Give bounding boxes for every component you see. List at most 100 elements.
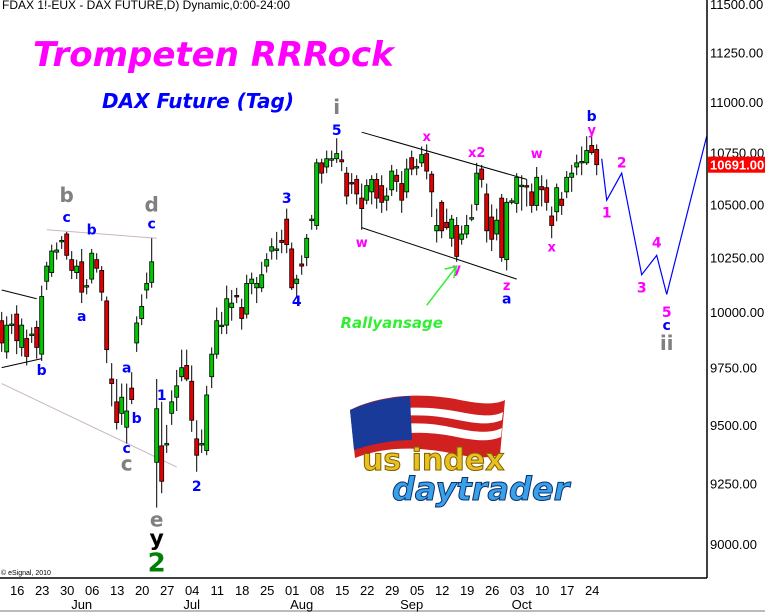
candle [279, 229, 285, 254]
candle-body [284, 218, 290, 246]
candle-body [514, 176, 520, 204]
candle [529, 183, 535, 213]
wave-label: c [121, 451, 133, 475]
candle [494, 208, 500, 241]
candle [49, 244, 55, 277]
candle [299, 255, 305, 275]
candle [219, 311, 225, 335]
candle-body [359, 197, 365, 210]
candle-body [549, 215, 555, 226]
candle-body [119, 396, 125, 414]
candle-body [9, 323, 15, 326]
trendline [46, 229, 157, 239]
candle [24, 329, 30, 366]
candle-body [544, 187, 550, 203]
logo: us index daytrader [350, 395, 572, 509]
wave-label: c [63, 210, 71, 226]
candle-body [4, 324, 10, 353]
candle-body [184, 365, 190, 380]
candle [164, 424, 170, 453]
candle [249, 272, 255, 295]
candle [579, 146, 585, 176]
trendline [361, 227, 517, 280]
candle [484, 183, 490, 243]
candle-body [344, 172, 350, 197]
candle [404, 158, 410, 199]
date-tick-label: 27 [160, 583, 174, 598]
candle [424, 144, 430, 180]
candle-body [269, 246, 275, 252]
candle-body [569, 172, 575, 178]
date-tick-label: 01 [285, 583, 299, 598]
candle [544, 179, 550, 211]
wave-label: e [150, 508, 164, 532]
candle [324, 150, 330, 174]
candle [169, 390, 175, 425]
chart-title: Trompeten RRRock [33, 35, 396, 75]
candle-body [259, 274, 265, 289]
candle [549, 206, 555, 239]
candle-body [59, 239, 65, 243]
candle [304, 233, 310, 267]
symbol-line: FDAX 1!-EUX - DAX FUTURE,D) Dynamic,0:00… [2, 0, 290, 12]
candle [159, 401, 165, 494]
date-tick-label: 17 [560, 583, 574, 598]
wave-label: ii [660, 331, 674, 355]
candle-body [304, 237, 310, 258]
candle [239, 298, 245, 330]
candle-body [314, 162, 320, 226]
candle [459, 225, 465, 245]
candle-body [89, 252, 95, 280]
date-tick-label: 19 [460, 583, 474, 598]
wave-label: x2 [468, 146, 485, 161]
candle [394, 169, 400, 192]
price-tick-label: 9500.00 [710, 418, 757, 433]
candle-body [554, 187, 560, 213]
candle [154, 378, 160, 508]
candle [504, 198, 510, 271]
wave-label: 2 [192, 479, 202, 495]
candle [514, 173, 520, 213]
wave-label: 3 [637, 281, 647, 297]
date-tick-label: 26 [485, 583, 499, 598]
candle-body [54, 249, 60, 253]
wave-label: a [122, 361, 131, 377]
candle-body [244, 283, 250, 315]
projection [601, 136, 708, 295]
candle-body [49, 250, 55, 273]
candle-body [439, 201, 445, 232]
candle [284, 208, 290, 254]
candle-body [324, 158, 330, 168]
date-tick-label: 20 [135, 583, 149, 598]
month-label: Jun [71, 597, 92, 612]
candle-body [234, 295, 240, 298]
candle-body [384, 195, 390, 201]
candle-body [164, 443, 170, 446]
candle [139, 294, 145, 326]
candle-body [79, 261, 85, 293]
candle [509, 198, 515, 205]
wave-label: b [37, 363, 47, 379]
candle-body [459, 233, 465, 240]
price-tick-label: 11500.00 [710, 0, 763, 12]
candle [524, 179, 530, 207]
candle [74, 259, 80, 280]
candle-body [594, 149, 600, 166]
candle-body [204, 394, 210, 451]
candle-body [374, 178, 380, 199]
candle-body [34, 326, 40, 348]
date-tick-label: 24 [585, 583, 599, 598]
candle-body [474, 172, 480, 205]
candle-body [584, 150, 590, 164]
candle [4, 316, 10, 359]
candle-body [74, 265, 80, 273]
candle [14, 305, 20, 355]
wave-label: 2 [617, 156, 627, 172]
candle [44, 261, 50, 290]
copyright: © eSignal, 2010 [1, 569, 51, 577]
candle [444, 208, 450, 230]
month-label: Aug [290, 597, 313, 612]
